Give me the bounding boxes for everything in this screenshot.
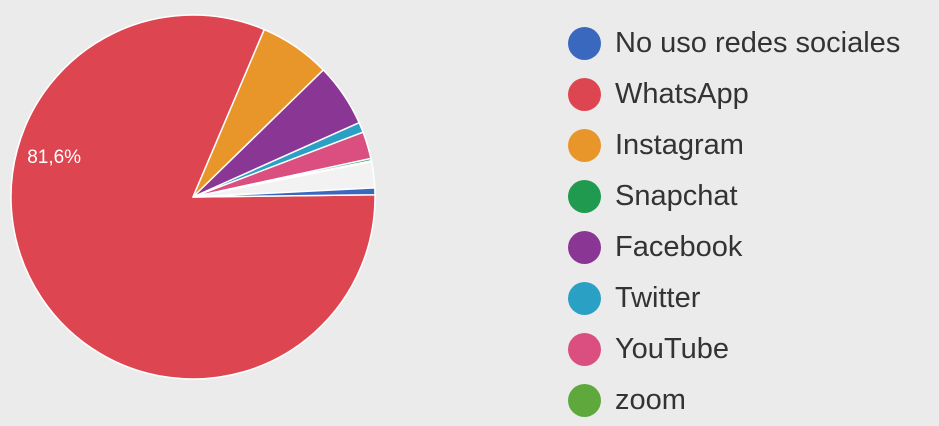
legend-swatch-icon [568,231,601,264]
legend-label: WhatsApp [615,78,749,110]
legend-swatch-icon [568,129,601,162]
legend-item[interactable]: Facebook [568,222,900,273]
legend-label: Facebook [615,231,743,263]
legend-item[interactable]: WhatsApp [568,69,900,120]
legend-swatch-icon [568,180,601,213]
legend-item[interactable]: Twitter [568,273,900,324]
pie-chart: 81,6% [10,14,376,380]
legend-item[interactable]: No uso redes sociales [568,18,900,69]
legend-swatch-icon [568,384,601,417]
legend-swatch-icon [568,282,601,315]
legend-swatch-icon [568,78,601,111]
legend-label: zoom [615,384,686,416]
legend-label: Snapchat [615,180,738,212]
pie-data-labels: 81,6% [27,147,81,168]
chart-legend: No uso redes sociales WhatsApp Instagram Sn… [568,18,900,426]
pie-slices [10,14,376,380]
legend-swatch-icon [568,333,601,366]
pie-slice-no-uso-redes-sociales [192,187,376,198]
legend-label: Twitter [615,282,701,314]
legend-label: YouTube [615,333,729,365]
legend-item[interactable]: Snapchat [568,171,900,222]
pie-data-label: 81,6% [27,147,81,168]
legend-item[interactable]: YouTube [568,324,900,375]
legend-item[interactable]: Instagram [568,120,900,171]
legend-item[interactable]: zoom [568,375,900,426]
legend-swatch-icon [568,27,601,60]
legend-label: No uso redes sociales [615,27,901,59]
legend-label: Instagram [615,129,744,161]
